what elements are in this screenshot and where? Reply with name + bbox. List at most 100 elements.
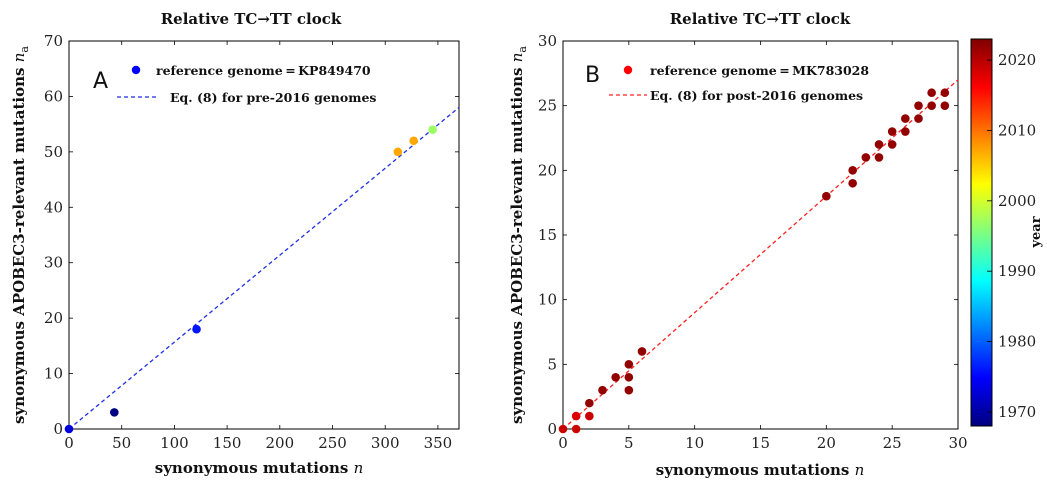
panel-b-fit-line [562,79,959,430]
panel-b-ticks: 0 5 10 15 20 25 30 0 5 10 15 20 25 30 [538,32,968,452]
panel-a-ytick-label: 40 [44,198,63,216]
panel-a-points [64,125,437,434]
panel-b-data-point [940,88,950,98]
panel-a-ytick-label: 70 [44,32,63,50]
panel-a-ytick-label: 10 [44,365,63,383]
panel-a-legend-points-label: reference genome = KP849470 [156,63,371,78]
colorbar: 1970 1980 1990 2000 2010 2020 year [970,38,1044,427]
panel-a-title: Relative TC→TT clock [161,10,342,28]
panel-b-xlabel: synonymous mutations n [656,461,864,479]
panel-b-data-point [585,398,594,408]
panel-a-data-point [64,424,74,434]
panel-b-data-point [571,411,581,421]
colorbar-ticks: 1970 1980 1990 2000 2010 2020 [987,51,1036,421]
panel-b-xtick-label: 25 [883,434,902,452]
colorbar-tick-label: 1990 [998,262,1036,280]
panel-b-letter: B [585,63,600,88]
panel-b-data-point [901,127,910,136]
panel-b-data-point [624,360,634,369]
panel-a-ytick-label: 20 [44,309,63,327]
panel-a-ytick-label: 30 [44,254,63,272]
panel-b-xtick-label: 20 [817,434,836,452]
colorbar-tick-label: 2010 [998,121,1036,139]
panel-b-fit-line-layer [562,79,959,430]
panel-a-data-point [409,136,418,146]
panel-b-xtick-label: 30 [948,434,967,452]
panel-a-xtick-label: 50 [112,434,131,452]
panel-a-ytick-label: 50 [44,143,63,161]
panel-b-ytick-label: 30 [538,32,557,50]
panel-b-data-point [874,153,884,162]
panel-b-xtick-label: 15 [751,434,770,452]
colorbar-label: year [1029,216,1044,248]
panel-b-data-point [558,424,568,434]
panel-b-data-point [624,372,634,382]
panel-a-fit-line [68,106,460,430]
panel-a-legend-line-label: Eq. (8) for pre-2016 genomes [170,90,376,105]
panel-a-frame [68,40,460,430]
panel-b-xtick-label: 10 [685,434,704,452]
panel-b-legend: reference genome = MK783028 Eq. (8) for … [609,63,869,103]
panel-b-data-point [901,114,910,123]
panel-b-ytick-label: 15 [538,226,557,244]
panel-a-ytick-label: 0 [53,420,63,438]
panel-b-data-point [637,347,647,356]
panel-b-data-point [848,178,857,188]
panel-b-ytick-label: 5 [547,355,557,373]
panel-a-ticks: 0 50 100 150 200 250 300 350 0 10 20 30 40 50 60 70 [44,32,459,452]
panel-b-data-point [927,101,936,110]
panel-a-fit-line-layer [68,106,460,430]
panel-a-ytick-label: 60 [44,87,63,105]
panel-a-letter: A [93,69,108,94]
panel-b-data-point [585,411,594,421]
panel-b-data-point [624,385,634,395]
colorbar-tick-label: 2000 [998,192,1036,210]
panel-b-title: Relative TC→TT clock [670,10,851,28]
panel-b-xtick-label: 0 [558,434,568,452]
colorbar-tick-label: 2020 [998,51,1036,69]
panel-a-xtick-label: 200 [265,434,294,452]
panel-a: Relative TC→TT clock 0 50 100 150 200 250 300 3… [10,10,460,477]
panel-b-data-point [927,88,936,98]
panel-a-xtick-label: 300 [371,434,400,452]
panel-b-legend-points-label: reference genome = MK783028 [650,63,869,78]
panel-a-data-point [393,147,403,157]
panel-a-ylabel: synonymous APOBEC3-relevant mutations na [10,46,31,424]
panel-a-xtick-label: 250 [318,434,347,452]
panel-b-legend-marker [623,65,633,75]
panel-b-data-point [611,372,620,382]
panel-a-xtick-label: 350 [424,434,453,452]
panel-a-xtick-label: 100 [160,434,189,452]
panel-a-data-point [110,408,119,417]
panel-a-xlabel: synonymous mutations n [155,459,363,477]
panel-b-legend-line-label: Eq. (8) for post-2016 genomes [650,88,863,103]
panel-b-data-point [914,114,923,123]
panel-b-data-point [848,166,857,175]
panel-b-ytick-label: 0 [547,420,557,438]
panel-b-data-point [914,101,923,110]
panel-b-data-point [861,153,871,162]
colorbar-tick-label: 1970 [998,403,1036,421]
panel-b-data-point [887,140,897,149]
panel-a-data-point [428,125,437,134]
panel-b-ytick-label: 10 [538,291,557,309]
panel-a-xtick-label: 0 [64,434,74,452]
panel-a-legend-marker [131,65,141,75]
panel-b-data-point [940,101,950,110]
panel-b-data-point [571,424,581,434]
panel-b-xtick-label: 5 [624,434,634,452]
panel-b-data-point [822,191,831,201]
panel-a-data-point [192,324,201,334]
colorbar-tick-label: 1980 [998,333,1036,351]
colorbar-gradient [970,38,993,427]
panel-b-points [558,88,950,434]
panel-b-data-point [874,140,884,149]
panel-a-xtick-label: 150 [213,434,242,452]
panel-b-ylabel: synonymous APOBEC3-relevant mutations na [508,46,529,424]
panel-b: Relative TC→TT clock 0 5 10 15 20 25 30 0 5 10 15 2… [508,10,968,479]
panel-a-legend: reference genome = KP849470 Eq. (8) for … [117,63,376,105]
panel-b-ytick-label: 25 [538,97,557,115]
panel-b-data-point [887,127,897,136]
panel-b-ytick-label: 20 [538,161,557,179]
